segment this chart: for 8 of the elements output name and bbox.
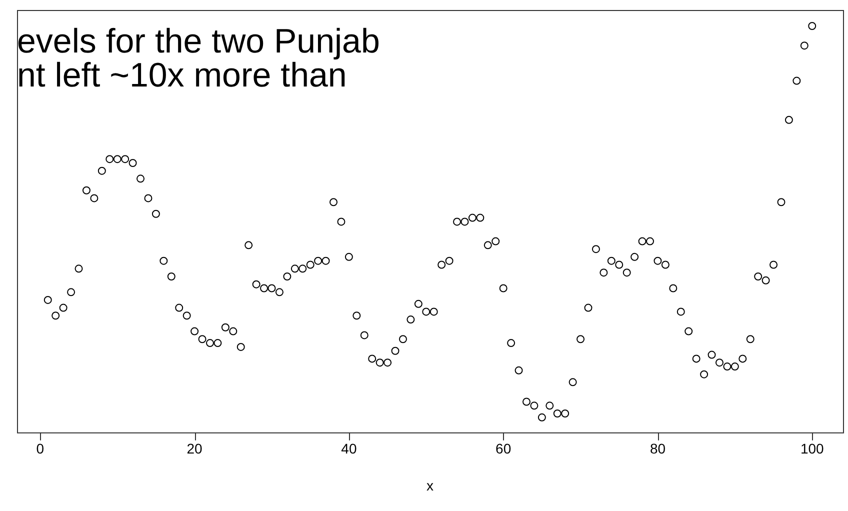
x-axis-title: x xyxy=(426,477,434,494)
x-tick-label: 20 xyxy=(186,440,203,457)
x-tick-label: 0 xyxy=(36,440,44,457)
x-tick-label: 100 xyxy=(800,440,824,457)
x-tick-label: 40 xyxy=(341,440,357,457)
x-tick-label: 60 xyxy=(496,440,512,457)
chart-title: evels for the two Punjab nt left ~10x more than xyxy=(17,22,380,94)
x-tick-label: 80 xyxy=(650,440,666,457)
